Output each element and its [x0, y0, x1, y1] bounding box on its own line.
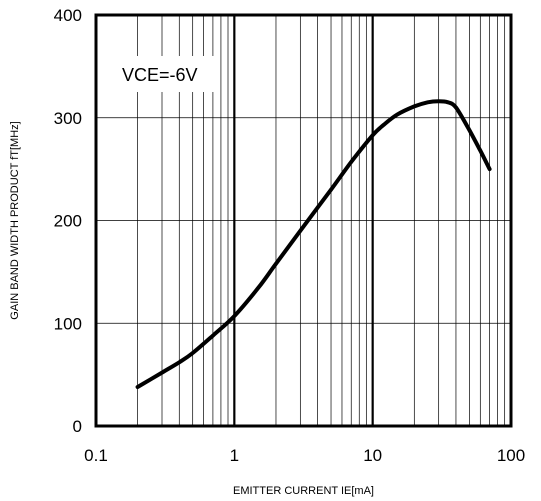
- y-tick-label: 100: [54, 314, 82, 333]
- x-tick-label: 10: [363, 446, 382, 465]
- y-tick-label: 200: [54, 212, 82, 231]
- series-line: [135, 99, 492, 389]
- annotation-box: [109, 56, 217, 92]
- y-tick-label: 300: [54, 109, 82, 128]
- x-tick-label: 1: [230, 446, 239, 465]
- y-tick-label: 0: [73, 417, 82, 436]
- x-axis-title: EMITTER CURRENT IE[mA]: [233, 485, 374, 497]
- y-axis-title: GAIN BAND WIDTH PRODUCT fT[MHz]: [9, 121, 21, 319]
- x-tick-label: 100: [497, 446, 525, 465]
- tick-labels: 0.1 1 10 100 0 100 200 300 400: [54, 6, 526, 465]
- y-tick-label: 400: [54, 6, 82, 25]
- plot-frame: [94, 13, 513, 428]
- x-tick-label: 0.1: [84, 446, 108, 465]
- annotation-vce: VCE=-6V: [122, 65, 198, 85]
